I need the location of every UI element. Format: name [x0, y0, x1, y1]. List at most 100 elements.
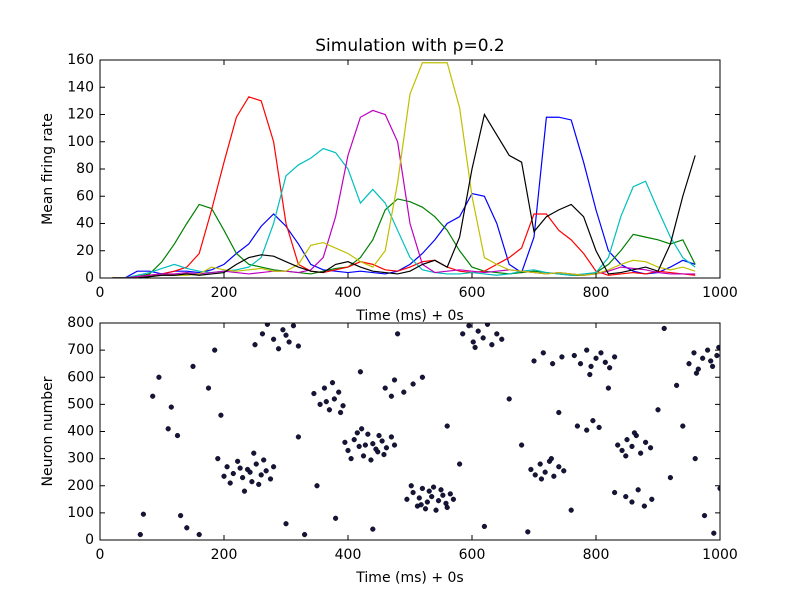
- spike-dot: [701, 512, 708, 519]
- spike-dot: [528, 466, 534, 473]
- spike-dot: [619, 447, 625, 454]
- spike-dot: [655, 407, 661, 413]
- y-tick-label: 300: [67, 451, 94, 467]
- spike-dot: [704, 347, 711, 353]
- spike-dot: [354, 430, 360, 436]
- spike-dot: [588, 363, 594, 370]
- spike-dot: [419, 374, 426, 380]
- spike-dot: [542, 469, 548, 475]
- spike-dot: [356, 443, 362, 450]
- spike-dot: [629, 499, 635, 505]
- spike-dot: [178, 512, 184, 519]
- spike-dot: [480, 335, 486, 341]
- spike-dot: [596, 424, 602, 431]
- spike-dot: [295, 434, 302, 440]
- spike-dot: [556, 409, 562, 416]
- y-tick-label: 100: [67, 134, 94, 150]
- chart-title: Simulation with p=0.2: [315, 36, 505, 56]
- spike-dot: [649, 496, 655, 502]
- spike-dot: [326, 407, 333, 413]
- spike-dot: [661, 325, 667, 332]
- spike-dot: [401, 389, 407, 395]
- y-tick-label: 700: [67, 342, 94, 358]
- spike-dot: [264, 323, 270, 327]
- spike-dot: [481, 523, 488, 530]
- spike-dot: [568, 507, 574, 513]
- spike-dot: [460, 331, 466, 337]
- spike-dot: [584, 427, 590, 433]
- spike-dot: [224, 464, 230, 470]
- spike-dot: [647, 445, 654, 451]
- spike-dot: [551, 473, 557, 479]
- y-tick-label: 160: [67, 52, 94, 68]
- x-tick-label: 200: [211, 547, 238, 563]
- spike-dot: [561, 468, 567, 474]
- spike-dot: [370, 526, 376, 532]
- y-tick-label: 200: [67, 478, 94, 494]
- line-series: [112, 147, 696, 278]
- spike-dot: [548, 456, 554, 462]
- spike-dot: [700, 355, 706, 361]
- spike-dot: [235, 458, 241, 464]
- plot-area: [137, 323, 720, 538]
- spike-dot: [429, 494, 435, 500]
- spike-dot: [190, 363, 196, 370]
- y-tick-label: 60: [76, 188, 94, 204]
- spike-dot: [388, 434, 395, 440]
- spike-dot: [302, 531, 308, 538]
- x-tick-label: 200: [211, 285, 238, 301]
- spike-dot: [240, 475, 246, 481]
- line-series: [112, 198, 696, 278]
- spike-dot: [438, 487, 444, 493]
- x-tick-label: 800: [583, 547, 610, 563]
- spike-dot: [252, 342, 258, 348]
- spike-dot: [212, 347, 218, 353]
- spike-dot: [391, 377, 398, 383]
- y-tick-label: 140: [67, 79, 94, 95]
- spike-dot: [357, 369, 364, 375]
- line-series: [112, 96, 696, 278]
- spike-dot: [323, 399, 329, 405]
- spike-dot: [251, 450, 257, 456]
- y-tick-label: 40: [76, 216, 94, 232]
- spike-dot: [333, 515, 339, 521]
- spike-dot: [686, 361, 692, 367]
- spike-dot: [577, 361, 584, 367]
- spike-dot: [342, 439, 348, 445]
- spike-dot: [360, 453, 367, 459]
- spike-dot: [376, 432, 382, 439]
- spike-dot: [433, 507, 439, 513]
- spike-dot: [368, 457, 374, 463]
- y-axis-label: Mean firing rate: [40, 113, 56, 225]
- line-series: [112, 112, 696, 278]
- spike-dot: [709, 363, 716, 370]
- spike-dot: [241, 488, 248, 494]
- x-tick-label: 1000: [702, 547, 738, 563]
- spike-dot: [587, 371, 593, 378]
- spike-dot: [623, 453, 629, 459]
- spike-dot: [556, 464, 562, 470]
- spike-dot: [230, 470, 236, 477]
- spike-dot: [205, 385, 212, 391]
- y-axis-label: Neuron number: [40, 376, 56, 486]
- spike-dot: [215, 456, 221, 462]
- spike-dot: [611, 489, 618, 496]
- spike-dot: [337, 409, 344, 416]
- spike-dot: [692, 456, 698, 462]
- spike-dot: [629, 443, 635, 450]
- spike-dot: [150, 393, 156, 399]
- spike-dot: [237, 465, 243, 471]
- spike-dot: [426, 488, 432, 494]
- spike-dot: [450, 496, 457, 502]
- spike-dot: [635, 487, 641, 493]
- spike-dot: [673, 382, 680, 388]
- spike-dot: [537, 461, 543, 467]
- spike-dot: [680, 423, 686, 429]
- spike-dot: [602, 359, 608, 365]
- spike-dot: [605, 385, 612, 391]
- spike-dot: [607, 365, 613, 371]
- spike-dot: [382, 385, 388, 391]
- spike-dot: [693, 370, 700, 376]
